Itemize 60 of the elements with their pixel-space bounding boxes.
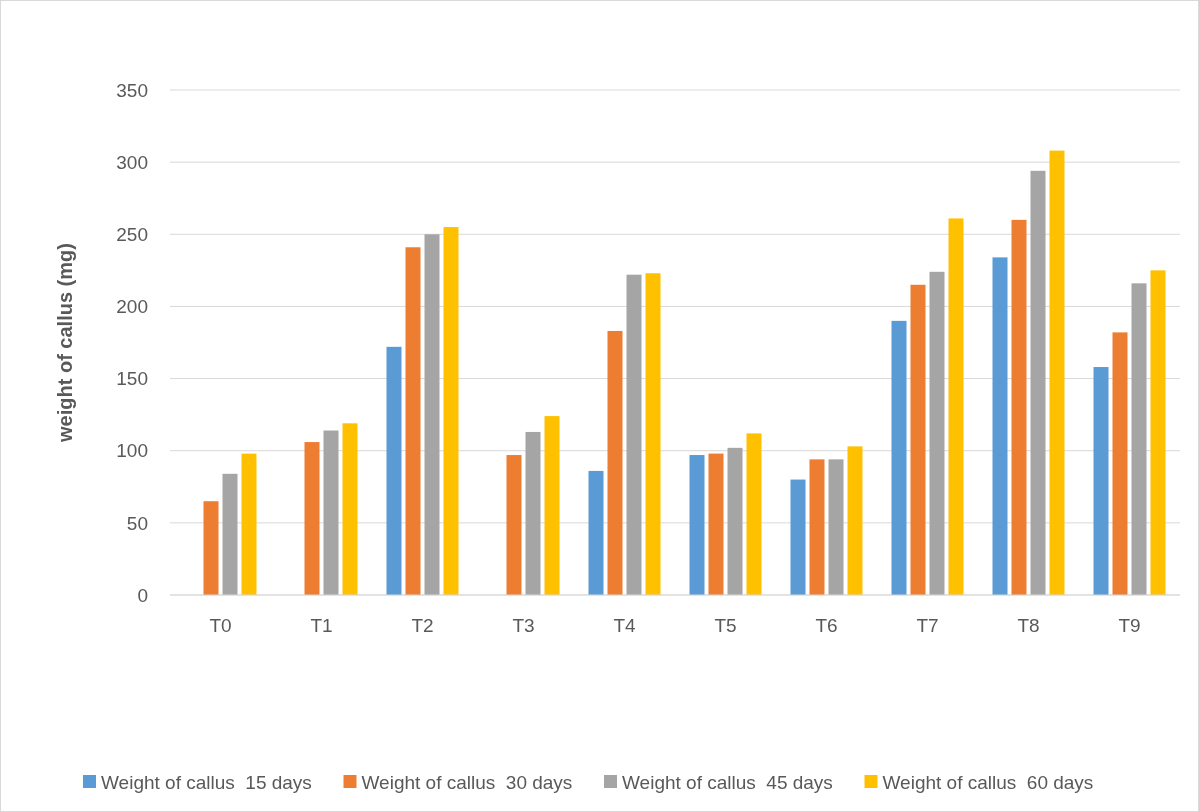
y-axis-title: weight of callus (mg) <box>54 243 76 443</box>
y-tick-label: 150 <box>116 368 148 390</box>
bar <box>203 501 219 595</box>
x-tick-label: T7 <box>916 615 939 636</box>
bar <box>222 473 238 595</box>
y-tick-label: 100 <box>116 440 148 462</box>
bar <box>948 218 964 595</box>
x-tick-label: T6 <box>815 615 838 636</box>
bar <box>929 271 945 595</box>
bar <box>727 447 743 595</box>
bar <box>828 459 844 595</box>
bar <box>1030 170 1046 595</box>
bar <box>1093 367 1109 595</box>
bar <box>342 423 358 595</box>
bar <box>790 479 806 595</box>
bar <box>1049 150 1065 595</box>
bar <box>544 416 560 595</box>
bar <box>607 330 623 595</box>
y-tick-label: 300 <box>116 151 148 173</box>
legend-label: Weight of callus 60 days <box>882 771 1094 793</box>
bar <box>588 470 604 595</box>
bar <box>689 455 705 595</box>
y-tick-label: 50 <box>126 512 148 534</box>
x-tick-label: T9 <box>1118 615 1141 636</box>
bar <box>645 273 661 595</box>
bar <box>1150 270 1166 595</box>
bar <box>386 346 402 595</box>
x-tick-label: T3 <box>512 615 535 636</box>
bar <box>809 459 825 595</box>
y-tick-label: 0 <box>137 584 148 606</box>
bar <box>910 284 926 595</box>
bar <box>1011 219 1027 595</box>
y-tick-label: 350 <box>116 79 148 101</box>
x-tick-label: T5 <box>714 615 737 636</box>
bar <box>506 455 522 595</box>
x-tick-label: T4 <box>613 615 637 636</box>
bar <box>1112 332 1128 595</box>
bar <box>405 247 421 595</box>
bar <box>424 234 440 595</box>
y-tick-label: 200 <box>116 296 148 318</box>
y-tick-label: 250 <box>116 223 148 245</box>
bar <box>746 433 762 595</box>
x-tick-label: T1 <box>310 615 333 636</box>
bar <box>847 446 863 595</box>
bar <box>241 453 257 595</box>
legend-label: Weight of callus 15 days <box>101 771 312 793</box>
bar <box>891 320 907 595</box>
bar <box>708 453 724 595</box>
legend-label: Weight of callus 45 days <box>622 771 833 793</box>
x-tick-label: T2 <box>411 615 434 636</box>
bar <box>1131 283 1147 595</box>
bar <box>626 274 642 595</box>
bar <box>443 227 459 595</box>
bar <box>304 442 320 595</box>
bar <box>323 430 339 595</box>
bar <box>992 257 1008 595</box>
x-tick-label: T0 <box>209 615 232 636</box>
x-tick-label: T8 <box>1017 615 1040 636</box>
legend-label: Weight of callus 30 days <box>361 771 573 793</box>
bar <box>525 431 541 595</box>
